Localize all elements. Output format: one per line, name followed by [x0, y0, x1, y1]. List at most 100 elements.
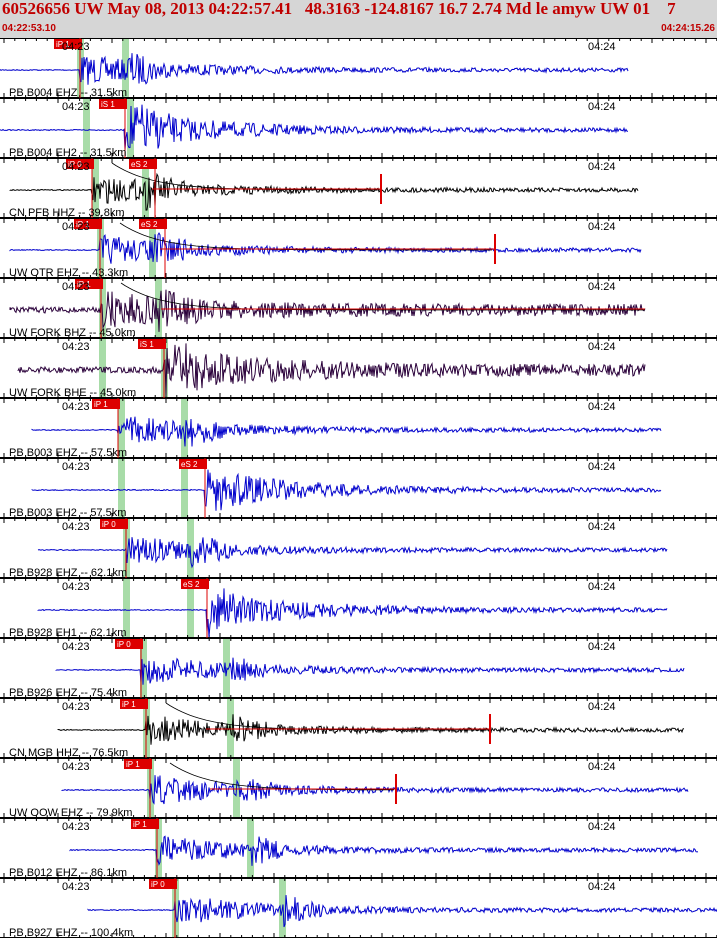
time-label-0424: 04:24 — [588, 701, 616, 713]
time-label-0424: 04:24 — [588, 101, 616, 113]
time-label-0423: 04:23 — [62, 881, 90, 893]
trace-panel: iP 1 04:23 04:24 PB B003 EHZ -- 57.5km — [0, 398, 717, 459]
station-channel-label: PB B926 EHZ -- 75.4km — [9, 687, 127, 699]
phase-pick-flag — [115, 639, 143, 649]
phase-pick-label: iP 0 — [117, 640, 131, 649]
phase-pick-label: iP 1 — [77, 280, 91, 289]
seismogram-trace — [61, 775, 689, 805]
p-window — [92, 158, 99, 218]
phase-pick-label: iP 1 — [126, 760, 140, 769]
time-label-0423: 04:23 — [62, 521, 90, 533]
trace-panel: iP 0 04:23 04:24 PB B927 EHZ -- 100.4km — [0, 878, 717, 938]
phase-pick-flag — [66, 159, 94, 169]
trace-panel: iP 104:23 04:24 UW FORK BHZ -- 45.0km — [0, 278, 717, 339]
station-channel-label: UW FORK BHE -- 45.0km — [9, 387, 136, 399]
phase-pick-label: iP 0 — [102, 520, 116, 529]
phase-pick-flag — [74, 219, 102, 229]
time-label-0423: 04:23 — [62, 821, 90, 833]
phase-pick-label: eS 2 — [141, 220, 158, 229]
phase-pick-flag — [131, 819, 159, 829]
station-channel-label: UW OTR EHZ -- 43.3km — [9, 267, 128, 279]
phase-pick-label: iP 0 — [68, 160, 82, 169]
phase-pick-label: iP 1 — [133, 820, 147, 829]
phase-pick-label: iP 1 — [122, 700, 136, 709]
trace-panel: iP 1 04:23 04:24 PB B012 EHZ -- 86.1km — [0, 818, 717, 879]
trace-panel: iP 1 04:23 04:24 UW OOW EHZ -- 79.9km — [0, 758, 717, 819]
phase-pick-label: iS 1 — [140, 340, 154, 349]
p-window — [155, 818, 162, 878]
seismogram-trace — [87, 895, 717, 928]
phase-pick-label: iP 1 — [76, 220, 90, 229]
station-channel-label: CN PFB HHZ -- 39.8km — [9, 207, 125, 219]
station-channel-label: UW OOW EHZ -- 79.9km — [9, 807, 132, 819]
seismogram-trace — [69, 835, 699, 866]
s-window — [122, 38, 129, 98]
phase-pick-label: iP 1 — [56, 40, 70, 49]
time-label-0423: 04:23 — [62, 761, 90, 773]
event-header: 60526656 UW May 08, 2013 04:22:57.41 48.… — [0, 0, 717, 38]
s-window — [223, 638, 230, 698]
coda-decay-curve — [169, 762, 394, 791]
station-channel-label: PB B928 EHZ -- 62.1km — [9, 567, 127, 579]
time-label-0424: 04:24 — [588, 521, 616, 533]
time-label-0423: 04:23 — [62, 161, 90, 173]
s-window — [181, 398, 188, 458]
phase-pick-label: eS 2 — [181, 460, 198, 469]
phase-pick-flag — [139, 219, 167, 229]
phase-pick-flag — [138, 339, 166, 349]
seismogram-trace — [37, 588, 668, 638]
station-channel-label: CN MGB HHZ -- 76.5km — [9, 747, 128, 759]
seismogram-trace — [55, 657, 685, 685]
s-window — [155, 278, 162, 338]
p-window — [99, 338, 106, 398]
phase-pick-flag — [75, 279, 103, 289]
station-channel-label: PB B004 EH2 -- 31.5km — [9, 147, 126, 159]
time-label-0424: 04:24 — [588, 161, 616, 173]
time-label-0424: 04:24 — [588, 221, 616, 233]
phase-pick-flag — [54, 39, 82, 49]
station-channel-label: PB B928 EH1 -- 62.1km — [9, 627, 126, 639]
station-channel-label: PB B927 EHZ -- 100.4km — [9, 927, 133, 938]
trace-panel: iP 1 04:23 04:24 CN MGB HHZ -- 76.5km — [0, 698, 717, 759]
time-label-0423: 04:23 — [62, 341, 90, 353]
time-label-0424: 04:24 — [588, 281, 616, 293]
phase-pick-flag — [120, 699, 148, 709]
time-label-0424: 04:24 — [588, 401, 616, 413]
phase-pick-flag — [124, 759, 152, 769]
time-label-0423: 04:23 — [62, 581, 90, 593]
seismogram-trace — [17, 343, 646, 397]
trace-panel: iP 0 04:23 04:24 PB B926 EHZ -- 75.4km — [0, 638, 717, 699]
seismogram-trace — [31, 416, 662, 447]
trace-panel: eS 2 04:23 04:24 PB B928 EH1 -- 62.1km — [0, 578, 717, 639]
s-window — [187, 578, 194, 638]
window-start-time: 04:22:53.10 — [2, 23, 56, 34]
time-label-0424: 04:24 — [588, 881, 616, 893]
trace-panel: iS 1 04:23 04:24 PB B004 EH2 -- 31.5km — [0, 98, 717, 159]
coda-decay-curve — [165, 702, 490, 731]
seismogram-trace — [9, 232, 642, 264]
time-label-0423: 04:23 — [62, 281, 90, 293]
time-label-0424: 04:24 — [588, 761, 616, 773]
time-label-0423: 04:23 — [62, 461, 90, 473]
station-channel-label: UW FORK BHZ -- 45.0km — [9, 327, 136, 339]
seismogram-trace — [0, 53, 629, 85]
time-label-0424: 04:24 — [588, 821, 616, 833]
time-label-0424: 04:24 — [588, 41, 616, 53]
p-window — [83, 98, 90, 158]
time-label-0424: 04:24 — [588, 641, 616, 653]
phase-pick-label: iP 0 — [151, 880, 165, 889]
time-label-0423: 04:23 — [62, 41, 90, 53]
time-label-0423: 04:23 — [62, 401, 90, 413]
seismogram-trace — [0, 104, 628, 150]
phase-pick-flag — [92, 399, 120, 409]
coda-decay-curve — [120, 282, 645, 311]
phase-pick-flag — [100, 519, 128, 529]
station-channel-label: PB B003 EH2 -- 57.5km — [9, 507, 126, 519]
phase-pick-label: iP 1 — [94, 400, 108, 409]
s-window — [181, 458, 188, 518]
trace-panel: iP 1 eS 2 04:23 04:24 UW OTR EHZ -- 43.3km — [0, 218, 717, 279]
p-window — [123, 578, 130, 638]
time-label-0424: 04:24 — [588, 581, 616, 593]
phase-pick-flag — [149, 879, 177, 889]
